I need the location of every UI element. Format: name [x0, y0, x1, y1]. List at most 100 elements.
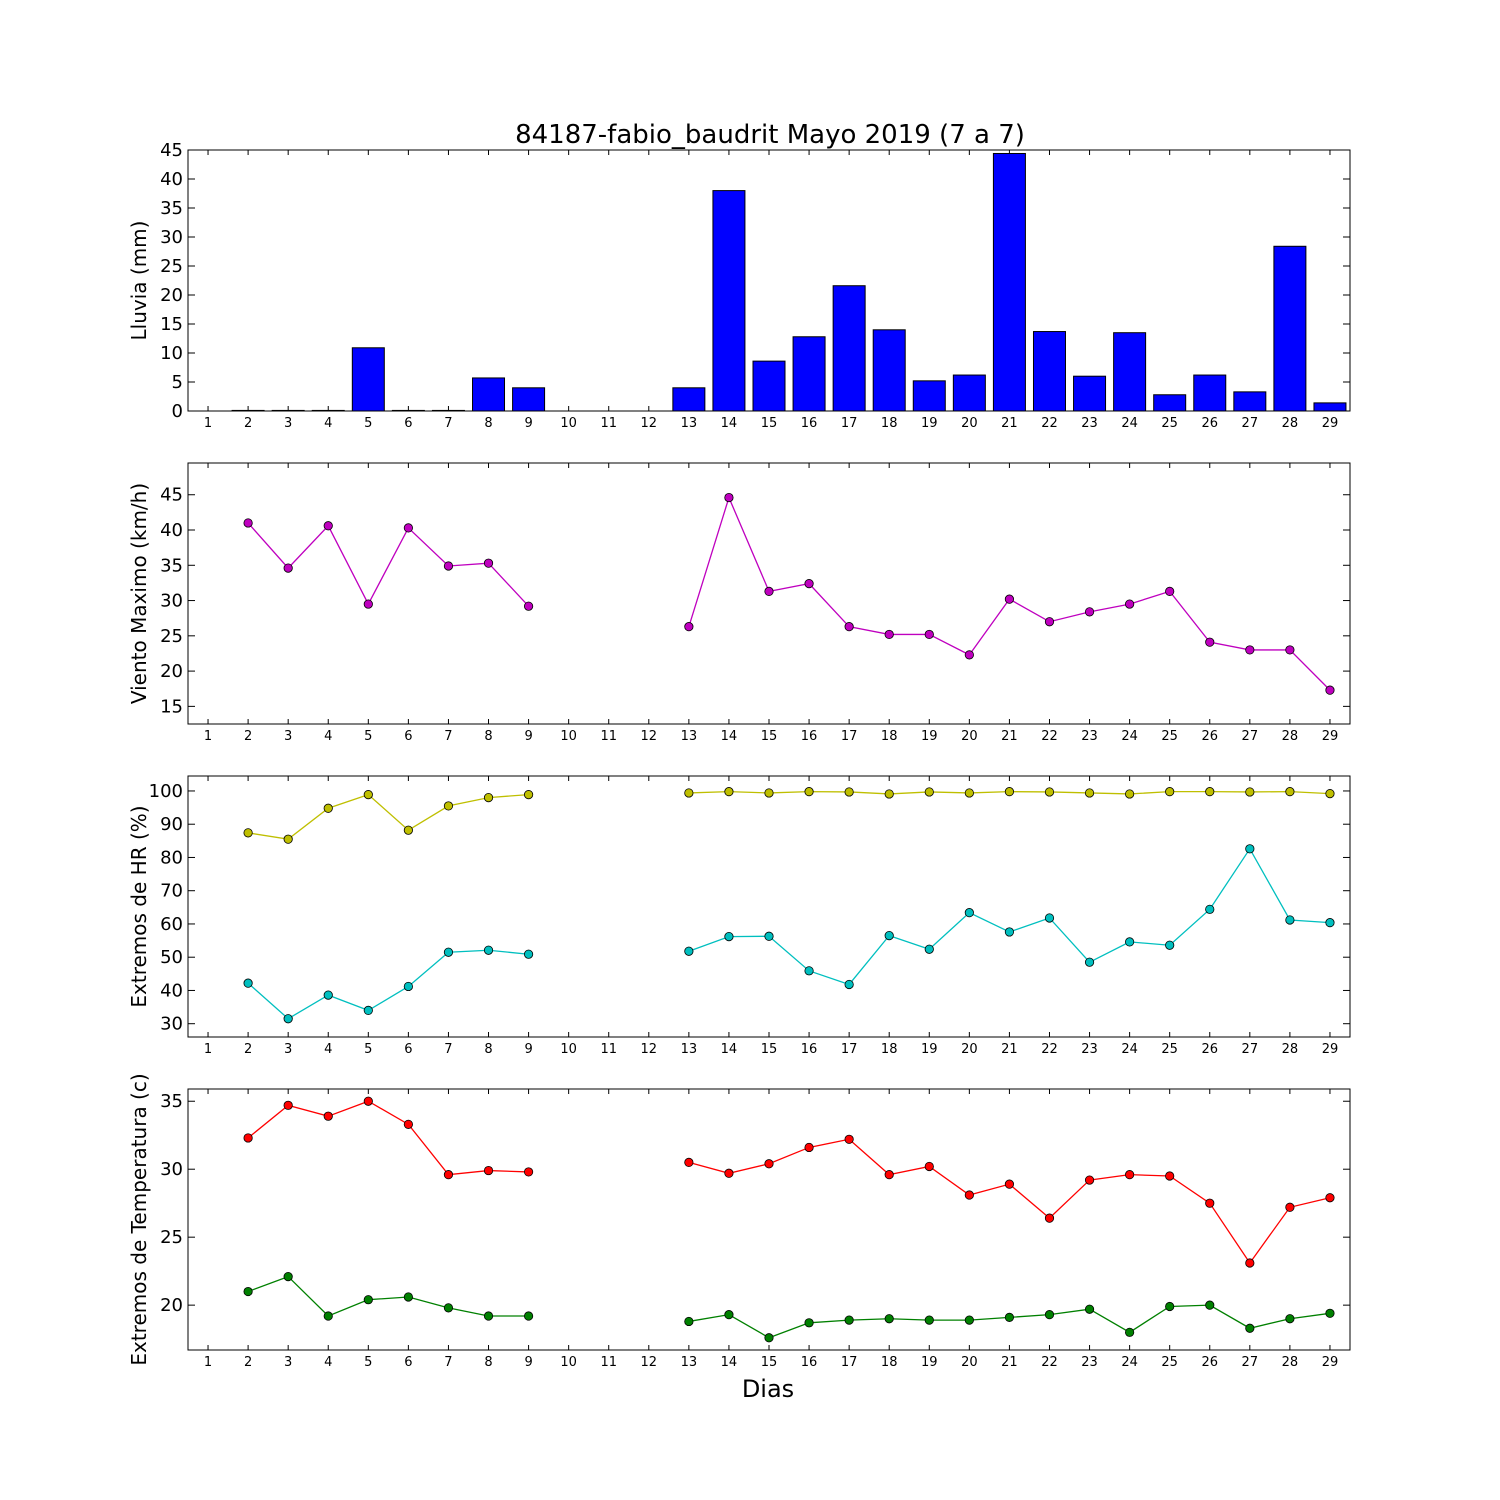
rain-bar [1153, 394, 1187, 412]
x-tick-label: 16 [801, 729, 818, 744]
x-tick-label: 9 [524, 1042, 532, 1057]
x-tick-label: 18 [881, 1355, 898, 1370]
data-point [844, 1134, 854, 1144]
x-tick-label: 15 [761, 416, 778, 431]
data-point [1325, 1308, 1335, 1318]
x-tick-label: 25 [1161, 1042, 1178, 1057]
data-point [684, 788, 694, 798]
data-point [243, 1286, 253, 1297]
x-tick-label: 28 [1282, 1355, 1299, 1370]
x-tick-label: 7 [444, 1042, 452, 1057]
data-point [1044, 1213, 1055, 1223]
x-tick-label: 29 [1322, 416, 1339, 431]
x-tick-label: 10 [560, 729, 577, 744]
data-point [964, 788, 974, 798]
y-tick-label: 20 [160, 1295, 183, 1316]
data-point [884, 1314, 894, 1324]
rain-bar [231, 409, 265, 412]
x-tick-label: 20 [961, 1355, 978, 1370]
data-point [884, 629, 894, 640]
data-point [1044, 617, 1055, 627]
y-tick-label: 30 [160, 227, 183, 248]
data-point [1125, 1327, 1135, 1337]
data-point [1044, 787, 1055, 797]
x-tick-label: 20 [961, 416, 978, 431]
data-point [764, 1333, 774, 1343]
rain-bar [472, 377, 506, 412]
y-tick-label: 40 [160, 980, 183, 1001]
y-tick-label: 25 [160, 1227, 183, 1248]
data-point [1205, 787, 1215, 797]
rain-bar [512, 387, 546, 412]
data-point [283, 1014, 293, 1024]
data-point [964, 908, 974, 918]
data-point [243, 978, 253, 988]
x-tick-label: 26 [1201, 1042, 1218, 1057]
y-tick-label: 35 [160, 1091, 183, 1112]
y-tick-label: 60 [160, 914, 183, 935]
x-tick-label: 28 [1282, 416, 1299, 431]
rain-bar [752, 360, 786, 412]
x-tick-label: 11 [600, 1355, 617, 1370]
data-point [1165, 1301, 1175, 1312]
x-tick-label: 24 [1121, 416, 1138, 431]
data-point [363, 1096, 373, 1106]
data-point [1325, 685, 1335, 695]
data-point [1205, 1198, 1215, 1208]
rain-bar [391, 409, 425, 412]
data-point [1285, 1202, 1295, 1212]
data-point [684, 946, 694, 956]
x-tick-label: 24 [1121, 1355, 1138, 1370]
series-line [688, 847, 1331, 986]
data-point [1004, 1179, 1015, 1189]
data-point [764, 586, 774, 596]
x-tick-label: 8 [484, 416, 492, 431]
x-tick-label: 22 [1041, 1042, 1058, 1057]
x-tick-label: 19 [921, 729, 938, 744]
data-point [804, 1318, 814, 1328]
data-point [844, 979, 854, 990]
y-tick-label: 20 [160, 661, 183, 682]
data-point [443, 1303, 454, 1313]
x-tick-label: 23 [1081, 1355, 1098, 1370]
data-point [844, 787, 854, 797]
x-tick-label: 26 [1201, 416, 1218, 431]
data-point [844, 1315, 854, 1325]
data-point [483, 1165, 494, 1176]
data-point [684, 1157, 694, 1168]
x-tick-label: 2 [244, 729, 252, 744]
data-point [1325, 789, 1335, 799]
data-point [724, 931, 734, 942]
data-point [483, 1311, 494, 1321]
x-tick-label: 17 [841, 416, 858, 431]
data-point [764, 931, 774, 941]
rain-bar [1193, 374, 1227, 412]
data-point [523, 601, 534, 611]
panel-1: 1 2 3 4 5 6 7 8 9 10 11 12 13 14 15 16 17 18 19 20 21 22 23 24 2… [127, 140, 1351, 431]
x-tick-label: 5 [364, 1355, 372, 1370]
x-tick-label: 7 [444, 729, 452, 744]
data-point [1165, 586, 1175, 596]
data-point [363, 790, 373, 800]
x-tick-label: 8 [484, 729, 492, 744]
rain-bar [1233, 391, 1267, 412]
x-tick-label: 13 [681, 1042, 698, 1057]
data-point [924, 629, 934, 640]
data-point [804, 966, 814, 976]
data-point [443, 1170, 454, 1180]
rain-bar [792, 336, 826, 412]
x-tick-label: 21 [1001, 1355, 1018, 1370]
x-tick-label: 24 [1121, 729, 1138, 744]
x-tick-label: 24 [1121, 1042, 1138, 1057]
y-tick-label: 25 [160, 626, 183, 647]
data-point [1285, 915, 1295, 925]
rain-bar [832, 285, 866, 412]
data-point [403, 1119, 413, 1129]
y-tick-label: 35 [160, 198, 183, 219]
rain-bar [872, 329, 906, 412]
data-point [1205, 1300, 1215, 1310]
x-tick-label: 27 [1242, 1042, 1259, 1057]
x-tick-label: 29 [1322, 1042, 1339, 1057]
x-tick-label: 2 [244, 416, 252, 431]
